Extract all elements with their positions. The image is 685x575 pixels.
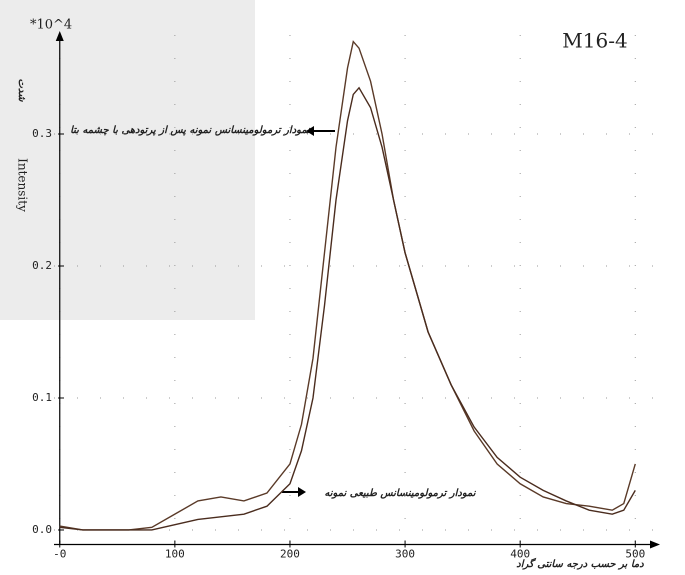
x-tick-label: 500 — [625, 548, 645, 561]
chart-title: M16-4 — [562, 29, 627, 53]
y-tick-label: 0.3 — [32, 127, 52, 140]
x-tick-label: -0 — [53, 548, 66, 561]
x-axis-label: دما بر حسب درجه سانتی گراد — [516, 557, 644, 570]
y-tick-label: 0.1 — [32, 391, 52, 404]
x-tick-label: 100 — [165, 548, 185, 561]
y-multiplier: *10^4 — [30, 18, 72, 33]
annotation: نمودار ترمولومینسانس طبیعی نمونه — [324, 488, 476, 499]
axis-arrow — [55, 31, 64, 41]
y-tick-label: 0.0 — [32, 523, 52, 536]
annotation-arrowhead — [298, 487, 306, 497]
axis-arrow — [650, 540, 660, 549]
x-tick-label: 200 — [280, 548, 300, 561]
x-tick-label: 300 — [395, 548, 415, 561]
series-line — [59, 40, 636, 531]
watermark-panel — [0, 0, 255, 320]
series-line — [59, 86, 636, 531]
y-tick-label: 0.2 — [32, 259, 52, 272]
x-tick-label: 400 — [510, 548, 530, 561]
y-axis-label: Intensity — [16, 158, 30, 212]
annotation-arrowhead — [306, 126, 314, 136]
annotation: نمودار ترمولومینسانس نمونه پس از پرتودهی… — [70, 125, 311, 136]
y-axis-label-fa: شدت — [16, 78, 27, 102]
